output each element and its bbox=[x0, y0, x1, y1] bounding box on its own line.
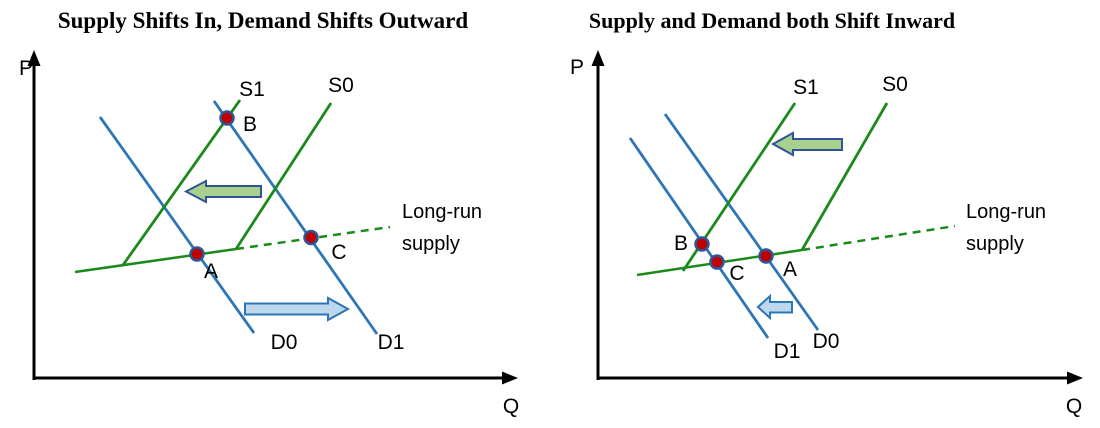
demand-shift-left-arrow-icon bbox=[756, 293, 793, 321]
y-axis-label: P bbox=[570, 56, 584, 79]
long-run-supply-label-line2: supply bbox=[966, 233, 1024, 255]
x-axis-label: Q bbox=[503, 395, 519, 418]
demand-curve-d0 bbox=[98, 116, 256, 334]
long-run-supply-dashed-line bbox=[801, 224, 956, 252]
equilibrium-point-b bbox=[694, 236, 710, 252]
d0-label: D0 bbox=[813, 330, 840, 353]
s0-label: S0 bbox=[882, 73, 908, 96]
supply-curve-s0 bbox=[800, 102, 889, 251]
y-axis-arrowhead-icon bbox=[27, 50, 41, 66]
s1-label: S1 bbox=[793, 76, 819, 99]
point-a-label: A bbox=[783, 258, 797, 281]
long-run-supply-label-line1: Long-run bbox=[402, 201, 482, 223]
right-panel-title: Supply and Demand both Shift Inward bbox=[589, 8, 955, 33]
d0-label: D0 bbox=[271, 331, 298, 354]
x-axis-arrowhead-icon bbox=[502, 371, 518, 385]
demand-shift-right-arrow-icon bbox=[244, 296, 351, 322]
point-b-label: B bbox=[674, 232, 688, 255]
d1-label: D1 bbox=[378, 331, 405, 354]
right-diagram: Supply and Demand both Shift Inward P Q … bbox=[570, 8, 1083, 418]
point-c-label: C bbox=[331, 241, 346, 264]
equilibrium-point-a bbox=[189, 246, 205, 262]
x-axis-label: Q bbox=[1066, 395, 1082, 418]
left-diagram: Supply Shifts In, Demand Shifts Outward … bbox=[19, 8, 519, 418]
y-axis-arrowhead-icon bbox=[591, 50, 605, 66]
x-axis-arrowhead-icon bbox=[1067, 371, 1083, 385]
long-run-supply-label-line1: Long-run bbox=[966, 201, 1046, 223]
y-axis-label: P bbox=[19, 57, 33, 80]
equilibrium-point-a bbox=[758, 248, 774, 264]
point-b-label: B bbox=[243, 113, 257, 136]
equilibrium-point-c bbox=[709, 254, 725, 270]
long-run-supply-solid-line bbox=[74, 247, 237, 274]
s0-label: S0 bbox=[328, 74, 354, 97]
supply-curve-s1 bbox=[121, 99, 242, 266]
s1-label: S1 bbox=[239, 78, 265, 101]
long-run-supply-label-line2: supply bbox=[402, 233, 460, 255]
demand-curve-d0 bbox=[663, 113, 820, 331]
demand-curve-d1 bbox=[212, 100, 379, 335]
d1-label: D1 bbox=[774, 340, 801, 363]
supply-curve-s0 bbox=[234, 102, 333, 250]
equilibrium-point-b bbox=[219, 110, 235, 126]
supply-shift-left-arrow-icon bbox=[183, 179, 262, 204]
supply-shift-left-arrow-icon bbox=[770, 131, 843, 157]
point-c-label: C bbox=[729, 262, 744, 285]
point-a-label: A bbox=[204, 260, 218, 283]
left-panel-title: Supply Shifts In, Demand Shifts Outward bbox=[58, 8, 469, 33]
equilibrium-point-c bbox=[303, 229, 319, 246]
